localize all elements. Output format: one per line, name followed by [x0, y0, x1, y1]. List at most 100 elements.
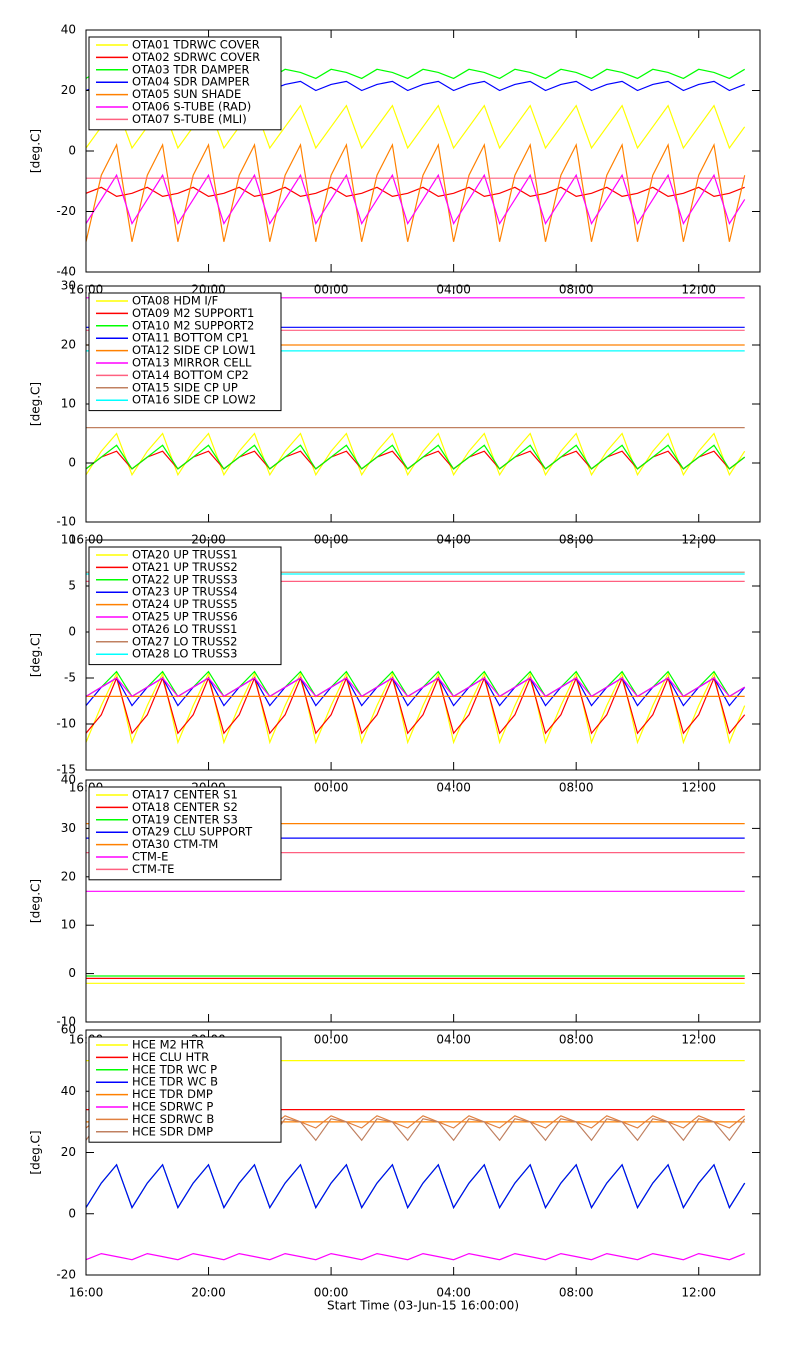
panel: -10010203016:0020:0000:0004:0008:0012:00… — [29, 279, 761, 547]
panel: -15-10-5051016:0020:0000:0004:0008:0012:… — [29, 533, 761, 795]
series-line — [86, 450, 746, 470]
x-tick-label: 16:00 — [69, 1286, 104, 1300]
legend-label: OTA11 BOTTOM CP1 — [132, 331, 249, 345]
x-tick-label: 20:00 — [191, 1286, 226, 1300]
x-axis-label: Start Time (03-Jun-15 16:00:00) — [327, 1299, 519, 1313]
series-line — [86, 1252, 745, 1261]
y-tick-label: 10 — [61, 533, 76, 547]
y-tick-label: 40 — [61, 773, 76, 787]
y-tick-label: -40 — [56, 265, 76, 279]
series-line — [86, 142, 746, 242]
series-line — [86, 677, 746, 698]
legend-label: OTA28 LO TRUSS3 — [132, 647, 237, 661]
y-tick-label: -20 — [56, 204, 76, 218]
y-tick-label: 5 — [68, 579, 76, 593]
legend-label: OTA10 M2 SUPPORT2 — [132, 318, 254, 332]
y-axis-label: [deg.C] — [29, 129, 43, 173]
x-tick-label: 04:00 — [436, 1286, 471, 1300]
legend-box — [88, 292, 282, 412]
legend-label: OTA14 BOTTOM CP2 — [132, 368, 249, 382]
series-line — [86, 1163, 746, 1209]
legend-box — [88, 1036, 282, 1143]
x-tick-label: 00:00 — [314, 1286, 349, 1300]
y-tick-label: 0 — [68, 1206, 76, 1220]
legend-box — [88, 786, 282, 881]
legend-label: OTA02 SDRWC COVER — [132, 50, 260, 64]
x-tick-label: 08:00 — [559, 1286, 594, 1300]
y-axis-label: [deg.C] — [29, 382, 43, 426]
legend-label: OTA25 UP TRUSS6 — [132, 610, 238, 624]
y-tick-label: 0 — [68, 625, 76, 639]
legend-label: OTA03 TDR DAMPER — [132, 62, 250, 76]
legend-label: HCE SDRWC P — [132, 1100, 213, 1114]
legend-label: HCE TDR WC P — [132, 1062, 217, 1076]
legend-label: HCE CLU HTR — [132, 1050, 209, 1064]
legend-label: OTA20 UP TRUSS1 — [132, 548, 238, 562]
series-line — [86, 186, 745, 198]
y-tick-label: -20 — [56, 1268, 76, 1282]
panel: -1001020304016:0020:0000:0004:0008:0012:… — [29, 773, 761, 1047]
legend-box — [88, 36, 282, 131]
legend-label: OTA21 UP TRUSS2 — [132, 560, 238, 574]
legend-label: OTA27 LO TRUSS2 — [132, 634, 237, 648]
y-tick-label: -10 — [56, 515, 76, 529]
legend-label: HCE SDR DMP — [132, 1124, 213, 1138]
panel: -20 0 20 40 60 16:00 20:00 00:00 04:00 08:00 12:00… — [29, 1023, 761, 1313]
series-line — [86, 1163, 746, 1209]
x-tick-label: 12:00 — [681, 1286, 716, 1300]
x-tick-label: 12:00 — [681, 1033, 716, 1047]
plot-frame — [85, 539, 761, 771]
legend-label: OTA07 S-TUBE (MLI) — [132, 112, 247, 126]
y-tick-label: -10 — [56, 1015, 76, 1029]
legend-label: OTA13 MIRROR CELL — [132, 356, 252, 370]
legend-label: OTA23 UP TRUSS4 — [132, 585, 238, 599]
series-line — [86, 671, 746, 745]
y-tick-label: 10 — [61, 397, 76, 411]
y-tick-label: 20 — [61, 338, 76, 352]
legend-label: HCE TDR WC B — [132, 1075, 218, 1089]
legend-label: OTA08 HDM I/F — [132, 294, 218, 308]
y-tick-label: 40 — [61, 23, 76, 37]
legend-label: OTA29 CLU SUPPORT — [132, 825, 253, 839]
y-tick-label: 0 — [68, 144, 76, 158]
plot-frame — [85, 779, 761, 1023]
series-line — [86, 444, 746, 470]
y-tick-label: -10 — [56, 717, 76, 731]
legend-label: OTA24 UP TRUSS5 — [132, 597, 238, 611]
y-axis-label: [deg.C] — [29, 879, 43, 923]
legend-label: CTM-E — [132, 850, 168, 864]
y-tick-label: 60 — [61, 1023, 76, 1037]
legend-box — [88, 546, 282, 666]
y-tick-label: 10 — [61, 918, 76, 932]
y-tick-label: -15 — [56, 763, 76, 777]
legend-label: OTA26 LO TRUSS1 — [132, 622, 237, 636]
y-tick-label: 20 — [61, 83, 76, 97]
y-tick-label: 0 — [68, 456, 76, 470]
series-line — [86, 432, 746, 477]
legend-label: OTA22 UP TRUSS3 — [132, 572, 238, 586]
x-tick-label: 04:00 — [436, 1033, 471, 1047]
legend-label: OTA15 SIDE CP UP — [132, 380, 238, 394]
y-tick-label: 30 — [61, 279, 76, 293]
legend-label: OTA04 SDR DAMPER — [132, 75, 250, 89]
x-tick-label: 00:00 — [314, 1033, 349, 1047]
y-axis-label: [deg.C] — [29, 1130, 43, 1174]
y-tick-label: 0 — [68, 966, 76, 980]
series-line — [86, 173, 746, 226]
y-tick-label: 40 — [61, 1084, 76, 1098]
y-tick-label: 20 — [61, 1145, 76, 1159]
legend-label: CTM-TE — [132, 862, 174, 876]
legend-label: OTA18 CENTER S2 — [132, 800, 238, 814]
series-line — [86, 676, 746, 735]
y-axis-label: [deg.C] — [29, 633, 43, 677]
legend-label: HCE M2 HTR — [132, 1038, 204, 1052]
y-tick-label: 20 — [61, 869, 76, 883]
legend-label: OTA06 S-TUBE (RAD) — [132, 100, 251, 114]
